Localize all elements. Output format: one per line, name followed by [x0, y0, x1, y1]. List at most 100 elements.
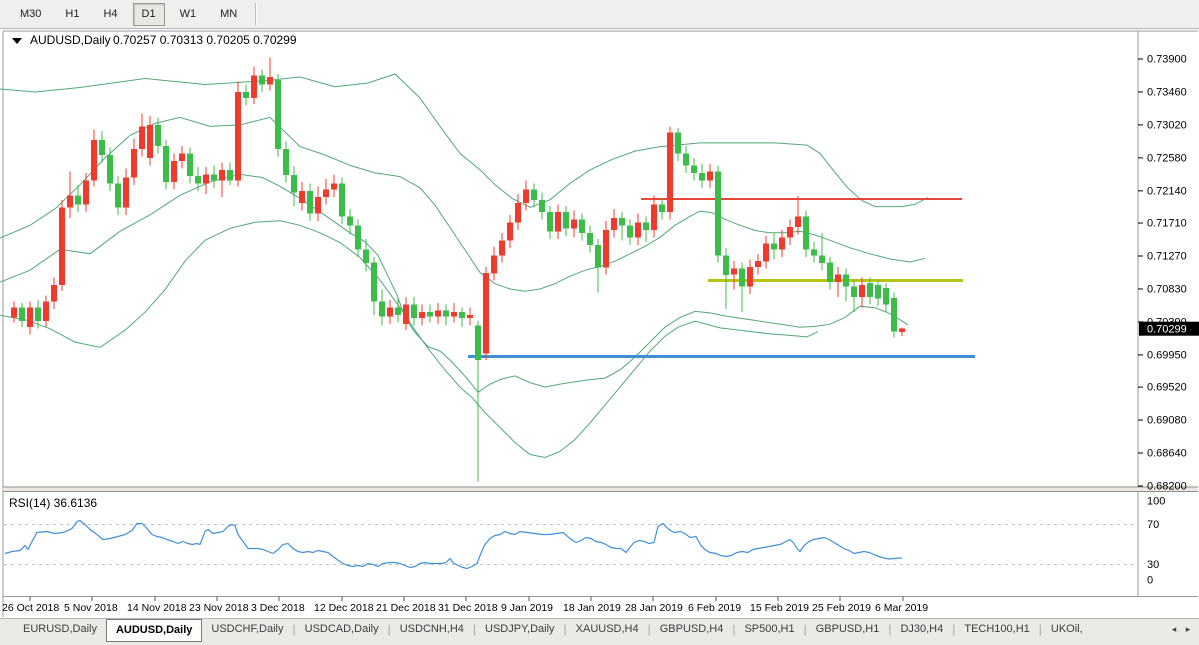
- timeframe-button-w1[interactable]: W1: [179, 7, 197, 20]
- date-axis-label: 6 Mar 2019: [875, 602, 928, 614]
- tab-separator: |: [472, 622, 477, 636]
- symbol-dropdown-icon[interactable]: [12, 38, 22, 44]
- symbol-tab-dj30-h4[interactable]: DJ30,H4: [900, 623, 944, 635]
- candlestick: [107, 147, 113, 191]
- candlestick: [363, 238, 369, 272]
- tab-separator: |: [563, 622, 567, 636]
- timeframe-button-mn[interactable]: MN: [220, 7, 238, 20]
- price-axis-label: 0.68200: [1147, 481, 1187, 493]
- chart-title: AUDUSD,Daily 0.70257 0.70313 0.70205 0.70…: [12, 33, 297, 47]
- date-axis-label: 6 Feb 2019: [688, 602, 741, 614]
- symbol-tab-xauusd-h4[interactable]: XAUUSD,H4: [575, 623, 639, 635]
- date-axis-label: 9 Jan 2019: [501, 602, 553, 614]
- price-axis-label: 0.69080: [1147, 415, 1187, 427]
- candlestick: [299, 181, 305, 211]
- bollinger-upper-line: [0, 73, 929, 208]
- candlestick: [411, 297, 417, 326]
- candlestick: [67, 171, 73, 218]
- candlestick: [779, 229, 785, 257]
- price-axis-label: 0.73020: [1147, 119, 1187, 131]
- candlestick: [403, 297, 409, 331]
- candlestick: [331, 174, 337, 197]
- candlestick: [51, 277, 57, 310]
- date-axis-label: 18 Jan 2019: [563, 602, 621, 614]
- candlestick: [323, 178, 329, 205]
- candlestick: [723, 247, 729, 310]
- candlestick: [395, 298, 401, 323]
- symbol-tab-gbpusd-h4[interactable]: GBPUSD,H4: [659, 623, 724, 635]
- candlestick: [499, 232, 505, 263]
- rsi-line: [4, 519, 903, 570]
- candlestick: [283, 141, 289, 183]
- tab-separator: |: [952, 622, 956, 636]
- timeframe-button-h1[interactable]: H1: [65, 7, 80, 20]
- symbol-tab-tech100-h1[interactable]: TECH100,H1: [964, 623, 1030, 635]
- symbol-tab-usdcnh-h4[interactable]: USDCNH,H4: [399, 623, 464, 635]
- candlestick: [603, 220, 609, 275]
- price-axis-label: 0.69950: [1147, 349, 1187, 361]
- candlestick: [339, 177, 345, 224]
- symbol-tab-sp500-h1[interactable]: SP500,H1: [744, 623, 795, 635]
- symbol-tab-usdcad-daily[interactable]: USDCAD,Daily: [304, 623, 379, 635]
- candlestick: [811, 241, 817, 263]
- candlestick: [595, 238, 601, 293]
- candlestick: [771, 232, 777, 260]
- candlestick: [627, 219, 633, 245]
- candlestick: [819, 232, 825, 271]
- candlestick: [371, 256, 377, 316]
- candlestick: [259, 69, 265, 92]
- chart-window[interactable]: 0.73900 0.73460 0.73020 0.72580 0.72140 0.717…: [0, 29, 1199, 618]
- symbol-tab-gbpusd-h1[interactable]: GBPUSD,H1: [815, 623, 880, 635]
- tab-separator: |: [803, 622, 807, 636]
- candlestick: [707, 163, 713, 188]
- candlestick: [547, 205, 553, 239]
- price-axis-label: 0.73460: [1147, 87, 1187, 99]
- chart-canvas[interactable]: 0.73900 0.73460 0.73020 0.72580 0.72140 0.717…: [0, 29, 1199, 618]
- candlestick: [579, 213, 585, 241]
- rsi-axis-label: 70: [1147, 519, 1159, 531]
- timeframe-button-m30[interactable]: M30: [20, 7, 42, 20]
- candlestick: [475, 321, 481, 482]
- symbol-tab-eurusd-daily[interactable]: EURUSD,Daily: [23, 623, 97, 635]
- tab-separator: |: [647, 622, 651, 636]
- symbol-tab-ukoil-[interactable]: UKOil,: [1050, 623, 1083, 635]
- candlestick: [147, 115, 153, 166]
- candlestick: [347, 208, 353, 235]
- price-axis-label: 0.72140: [1147, 185, 1187, 197]
- candlestick: [315, 186, 321, 221]
- candlestick: [867, 277, 873, 305]
- timeframe-toolbar: M30 H1 H4 D1 W1 MN: [0, 0, 1199, 29]
- date-axis-label: 15 Feb 2019: [750, 602, 809, 614]
- candlestick: [635, 213, 641, 245]
- tab-separator: |: [292, 622, 296, 636]
- price-axis-label: 0.69520: [1147, 382, 1187, 394]
- price-axis-label: 0.72580: [1147, 152, 1187, 164]
- candlestick: [427, 304, 433, 323]
- candlestick: [875, 280, 881, 307]
- pane-splitter[interactable]: [3, 487, 1198, 492]
- candlestick: [491, 246, 497, 281]
- chart-title-ohlc: 0.70257 0.70313 0.70205 0.70299: [113, 33, 297, 47]
- price-axis-label: 0.70830: [1147, 284, 1187, 296]
- candlestick: [683, 145, 689, 173]
- candlestick: [699, 163, 705, 188]
- tab-scroll-left-icon[interactable]: ◂: [1171, 624, 1177, 634]
- candlestick: [531, 183, 537, 208]
- candlestick: [467, 307, 473, 326]
- candlestick: [795, 196, 801, 235]
- date-axis-label: 23 Nov 2018: [189, 602, 249, 614]
- candlestick: [59, 199, 65, 292]
- symbol-tab-usdjpy-daily[interactable]: USDJPY,Daily: [485, 623, 555, 635]
- candlestick: [747, 259, 753, 295]
- date-axis-label: 3 Dec 2018: [251, 602, 305, 614]
- toolbar-separator: [255, 3, 258, 25]
- price-axis-label: 0.68640: [1147, 448, 1187, 460]
- symbol-tab-usdchf-daily[interactable]: USDCHF,Daily: [211, 623, 284, 635]
- candlestick: [851, 279, 857, 313]
- tab-scroll-right-icon[interactable]: ▸: [1185, 624, 1191, 634]
- candlestick: [211, 165, 217, 188]
- tab-separator: |: [1038, 622, 1042, 636]
- timeframe-button-h4[interactable]: H4: [103, 7, 118, 20]
- symbol-tab-audusd-daily[interactable]: AUDUSD,Daily: [105, 619, 203, 642]
- timeframe-button-d1[interactable]: D1: [132, 2, 165, 26]
